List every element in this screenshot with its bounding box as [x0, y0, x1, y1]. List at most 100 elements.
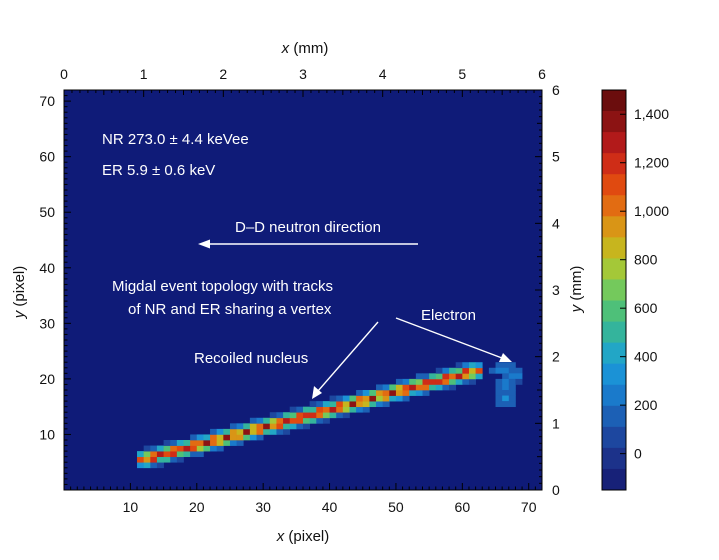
x-pixel-tick-label: 70 — [521, 499, 537, 515]
heatmap-cell — [356, 395, 364, 402]
heatmap-cell — [468, 378, 476, 385]
heatmap-cell — [322, 401, 330, 408]
heatmap-cell — [256, 434, 264, 441]
heatmap-cell — [435, 367, 443, 374]
colorbar-segment — [602, 153, 626, 175]
colorbar-tick-label: 800 — [634, 252, 658, 268]
heatmap-cell — [143, 462, 151, 469]
heatmap-cell — [435, 373, 443, 380]
heatmap-cell — [502, 390, 510, 396]
heatmap-cell — [329, 401, 337, 408]
heatmap-cell — [495, 395, 503, 402]
heatmap-cell — [409, 390, 417, 396]
heatmap-cell — [183, 440, 191, 446]
heatmap-cell — [402, 384, 410, 391]
colorbar-tick-label: 600 — [634, 300, 658, 316]
electron-arrowhead-icon — [499, 353, 512, 362]
heatmap-cell — [196, 451, 204, 458]
heatmap-cell — [203, 445, 211, 452]
heatmap-cell — [176, 445, 184, 452]
heatmap-cell — [309, 401, 317, 408]
heatmap-cell — [156, 451, 164, 458]
heatmap-cell — [515, 378, 523, 385]
heatmap-cell — [183, 451, 191, 458]
heatmap-cell — [183, 445, 191, 452]
colorbar-segment — [602, 216, 626, 238]
heatmap-cell — [395, 390, 403, 396]
neutron-direction-label: D–D neutron direction — [235, 219, 381, 236]
recoiled-nucleus-label: Recoiled nucleus — [194, 350, 308, 367]
heatmap-cell — [269, 423, 277, 430]
heatmap-cell — [196, 445, 204, 452]
heatmap-cell — [176, 456, 184, 463]
heatmap-cell — [196, 440, 204, 446]
x-mm-tick-label: 3 — [299, 66, 307, 82]
recoil-arrow — [317, 321, 379, 392]
y-pixel-tick-label: 10 — [39, 426, 55, 442]
colorbar-tick-label: 1,000 — [634, 203, 669, 219]
heatmap-cell — [409, 378, 417, 385]
heatmap-cell — [289, 406, 297, 413]
heatmap-cell — [296, 412, 304, 419]
colorbar-segment — [602, 363, 626, 386]
heatmap-cell — [143, 451, 151, 458]
heatmap-cell — [190, 434, 198, 441]
heatmap-cell — [382, 384, 390, 391]
colorbar-ticks: 1,400 1,200 1,000 800 600 400 200 0 — [620, 106, 669, 462]
heatmap-cell — [336, 412, 344, 419]
heatmap-cell — [216, 434, 224, 441]
heatmap-cell — [170, 445, 178, 452]
heatmap-cell — [236, 440, 244, 446]
heatmap-cell — [190, 451, 198, 458]
heatmap-cell — [415, 378, 423, 385]
heatmap-cell — [269, 412, 277, 419]
heatmap-cell — [488, 367, 496, 374]
heatmap-cell — [156, 445, 164, 452]
heatmap-cell — [502, 373, 510, 380]
heatmap-cell — [508, 384, 516, 391]
heatmap-cell — [435, 384, 443, 391]
heatmap-cell — [283, 417, 291, 424]
heatmap-cell — [382, 401, 390, 408]
heatmap-cell — [303, 412, 310, 419]
colorbar-tick-label: 400 — [634, 349, 658, 365]
heatmap-cell — [283, 423, 291, 430]
heatmap-cell — [210, 445, 218, 452]
heatmap-cell — [263, 417, 271, 424]
heatmap-cell — [163, 456, 171, 463]
colorbar-segment — [602, 132, 626, 154]
colorbar-segment — [602, 279, 626, 301]
heatmap-cell — [163, 445, 171, 452]
neutron-arrowhead-icon — [198, 239, 210, 249]
heatmap-cell — [289, 412, 297, 419]
heatmap-cell — [143, 456, 151, 463]
heatmap-cell — [515, 367, 523, 374]
electron-label: Electron — [421, 307, 476, 324]
heatmap-cell — [342, 406, 350, 413]
colorbar-segment — [602, 405, 626, 428]
heatmap-cell — [190, 445, 198, 452]
y-mm-tick-label: 1 — [552, 415, 560, 431]
annotation-arrows — [198, 239, 512, 399]
heatmap-cell — [362, 406, 370, 413]
heatmap-cell — [429, 373, 437, 380]
heatmap-cell — [515, 373, 523, 380]
heatmap-cell — [449, 378, 457, 385]
heatmap-cell — [508, 395, 516, 402]
topology-label-line2: of NR and ER sharing a vertex — [128, 301, 332, 318]
heatmap-cell — [376, 390, 384, 396]
heatmap-cell — [296, 417, 304, 424]
heatmap-cell — [369, 395, 377, 402]
colorbar-segment — [602, 468, 626, 491]
heatmap-cell — [356, 390, 364, 396]
heatmap-cell — [369, 390, 377, 396]
heatmap-cell — [203, 434, 211, 441]
heatmap-cell — [395, 395, 403, 402]
heatmap-cell — [190, 440, 198, 446]
heatmap-cell — [236, 423, 244, 430]
topology-label-line1: Migdal event topology with tracks — [112, 278, 333, 295]
colorbar-tick-label: 200 — [634, 397, 658, 413]
heatmap-cell — [422, 378, 430, 385]
heatmap-cell — [382, 395, 390, 402]
